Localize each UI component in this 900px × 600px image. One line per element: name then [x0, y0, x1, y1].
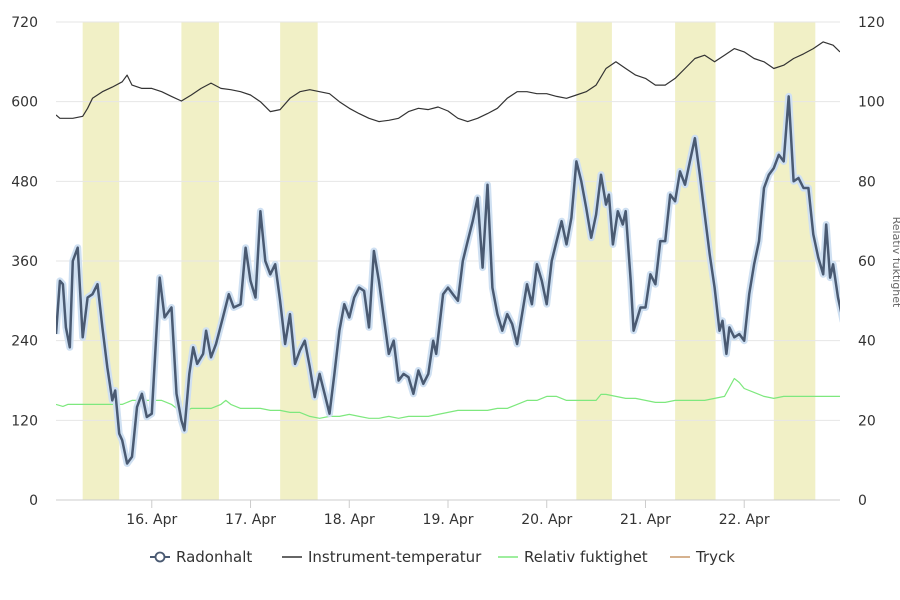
x-tick-label-18: 18. Apr [324, 512, 375, 528]
y-left-tick-0: 0 [29, 493, 38, 509]
y-right-tick-20: 20 [858, 413, 876, 429]
legend-label-instrument-temperatur: Instrument-temperatur [308, 548, 482, 566]
x-tick-label-19: 19. Apr [423, 512, 474, 528]
y-right-tick-80: 80 [858, 174, 876, 190]
series-instrument-temperatur [56, 41, 840, 123]
legend-label-tryck: Tryck [695, 548, 735, 566]
legend-item-relativ-fuktighet[interactable]: Relativ fuktighet [498, 548, 648, 566]
x-tick-label-22: 22. Apr [719, 512, 770, 528]
x-tick-label-17: 17. Apr [225, 512, 276, 528]
series-lines [56, 41, 840, 467]
x-tick-label-16: 16. Apr [126, 512, 177, 528]
y-left-tick-120: 120 [11, 413, 38, 429]
y-left-tick-720: 720 [11, 15, 38, 31]
gridlines [56, 21, 840, 501]
y-right-tick-100: 100 [858, 95, 885, 111]
x-tick-label-21: 21. Apr [620, 512, 671, 528]
right-axis-title: Relativ fuktighet [890, 217, 900, 308]
y-left-tick-600: 600 [11, 95, 38, 111]
legend: Radonhalt Instrument-temperatur Relativ fu… [150, 548, 735, 566]
legend-marker-radonhalt [154, 551, 166, 563]
y-right-tick-60: 60 [858, 254, 876, 270]
y-left-axis: 0 120 240 360 480 600 720 [11, 15, 38, 509]
legend-item-tryck[interactable]: Tryck [670, 548, 735, 566]
legend-label-radonhalt: Radonhalt [176, 548, 252, 566]
y-right-tick-0: 0 [858, 493, 867, 509]
y-right-tick-120: 120 [858, 15, 885, 31]
x-axis-ticks: 16. Apr 17. Apr 18. Apr 19. Apr 20. Apr 21. A… [126, 500, 770, 528]
legend-item-instrument-temperatur[interactable]: Instrument-temperatur [282, 548, 482, 566]
y-right-tick-40: 40 [858, 334, 876, 350]
legend-item-radonhalt[interactable]: Radonhalt [150, 548, 252, 566]
x-tick-label-20: 20. Apr [521, 512, 572, 528]
y-left-tick-240: 240 [11, 334, 38, 350]
y-right-axis: 0 20 40 60 80 100 120 [858, 15, 885, 509]
series-radonhalt [56, 95, 840, 465]
y-left-tick-480: 480 [11, 174, 38, 190]
legend-label-relativ-fuktighet: Relativ fuktighet [524, 548, 648, 566]
y-left-tick-360: 360 [11, 254, 38, 270]
